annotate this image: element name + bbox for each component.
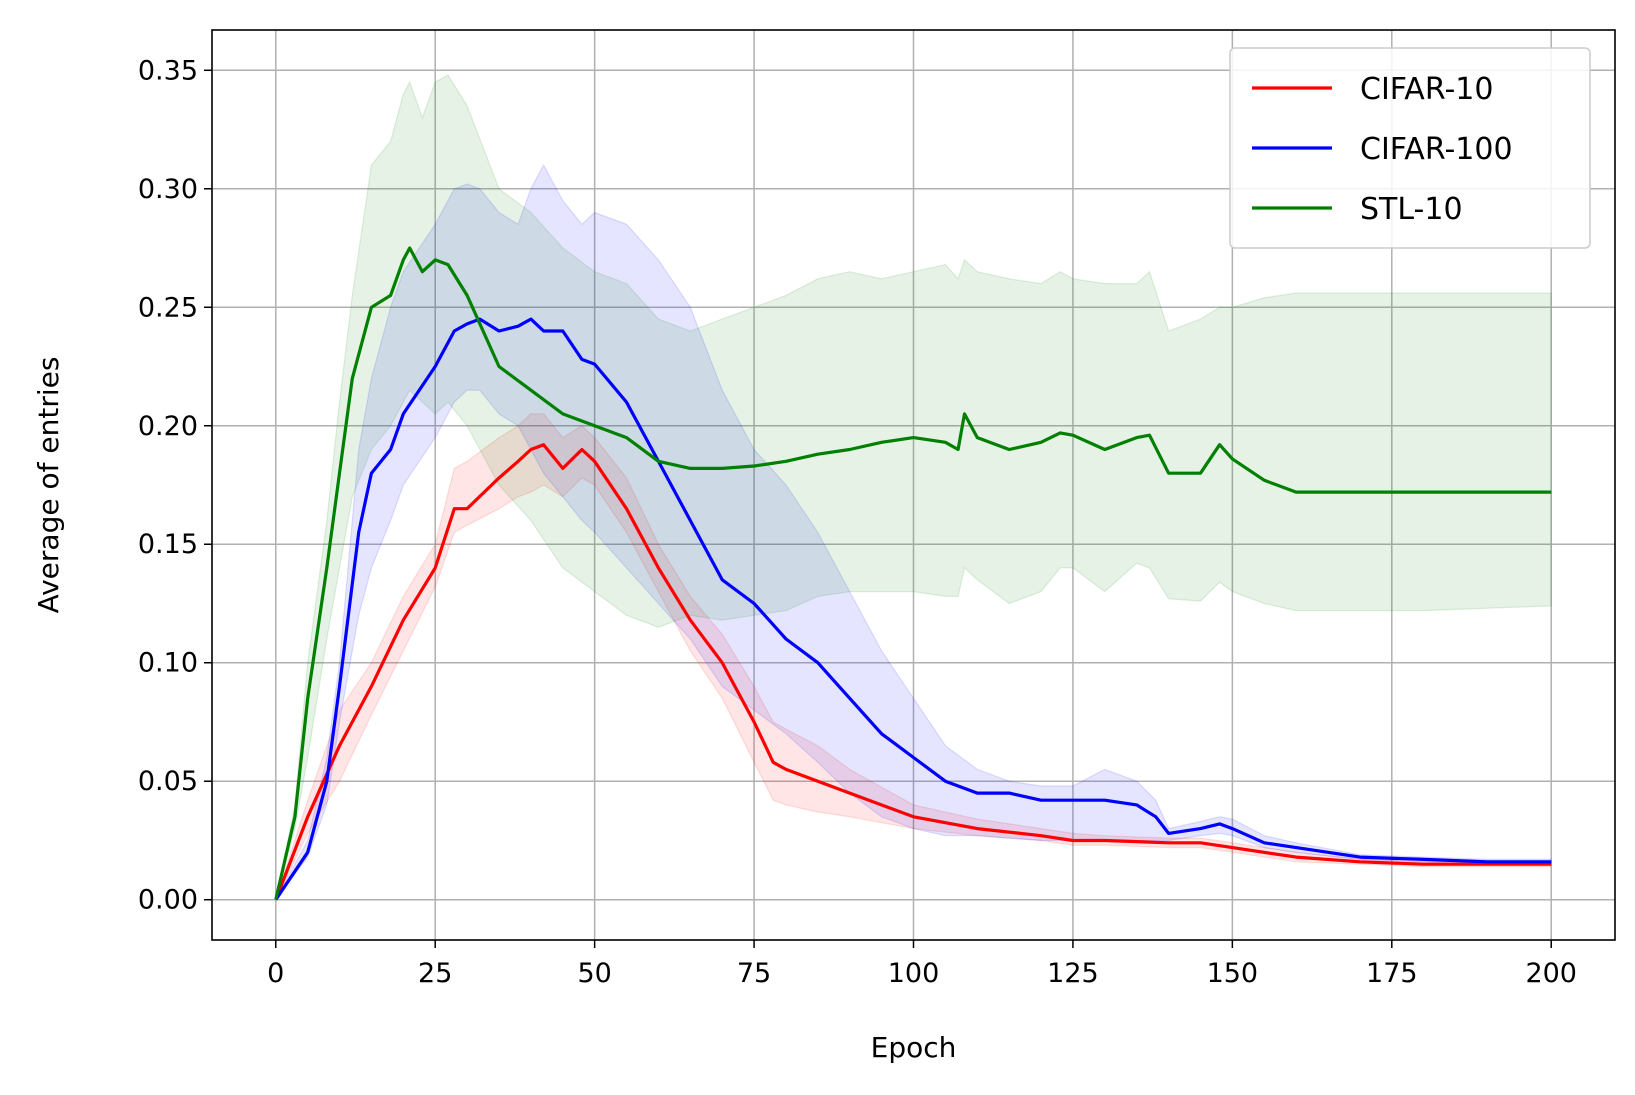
x-tick-label: 75 <box>737 958 771 989</box>
y-tick-label: 0.10 <box>138 648 198 679</box>
x-tick-label: 200 <box>1525 958 1577 989</box>
series-lines <box>274 246 1552 901</box>
x-tick-label: 150 <box>1207 958 1259 989</box>
legend-label-cifar-100: CIFAR-100 <box>1360 132 1513 167</box>
y-tick-label: 0.35 <box>138 55 198 86</box>
y-axis-ticks: 0.00 0.05 0.10 0.15 0.20 0.25 0.30 0.35 <box>138 55 212 916</box>
legend: CIFAR-10 CIFAR-100 STL-10 <box>1229 47 1591 249</box>
y-tick-label: 0.20 <box>138 411 198 442</box>
x-tick-label: 25 <box>418 958 452 989</box>
legend-label-stl-10: STL-10 <box>1360 192 1463 227</box>
y-tick-label: 0.30 <box>138 174 198 205</box>
band-stl-10 <box>275 74 1552 900</box>
y-tick-label: 0.15 <box>138 529 198 560</box>
y-axis-label: Average of entries <box>32 357 65 614</box>
x-tick-label: 175 <box>1366 958 1418 989</box>
x-tick-label: 100 <box>888 958 940 989</box>
x-tick-label: 0 <box>267 958 284 989</box>
line-cifar-100 <box>274 317 1552 901</box>
y-tick-label: 0.05 <box>138 766 198 797</box>
y-tick-label: 0.00 <box>138 885 198 916</box>
y-tick-label: 0.25 <box>138 292 198 323</box>
legend-box <box>1229 47 1591 249</box>
line-cifar-10 <box>274 443 1552 901</box>
x-axis-label: Epoch <box>871 1031 957 1064</box>
x-axis-ticks: 0 25 50 75 100 125 150 175 200 <box>267 940 1577 989</box>
line-stl-10 <box>274 246 1552 901</box>
x-tick-label: 125 <box>1047 958 1099 989</box>
legend-label-cifar-10: CIFAR-10 <box>1360 72 1493 107</box>
x-tick-label: 50 <box>577 958 611 989</box>
